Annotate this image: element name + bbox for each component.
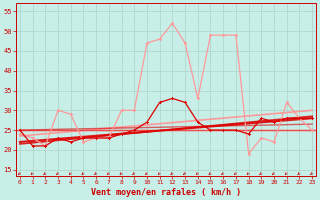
X-axis label: Vent moyen/en rafales ( km/h ): Vent moyen/en rafales ( km/h ) <box>91 188 241 197</box>
